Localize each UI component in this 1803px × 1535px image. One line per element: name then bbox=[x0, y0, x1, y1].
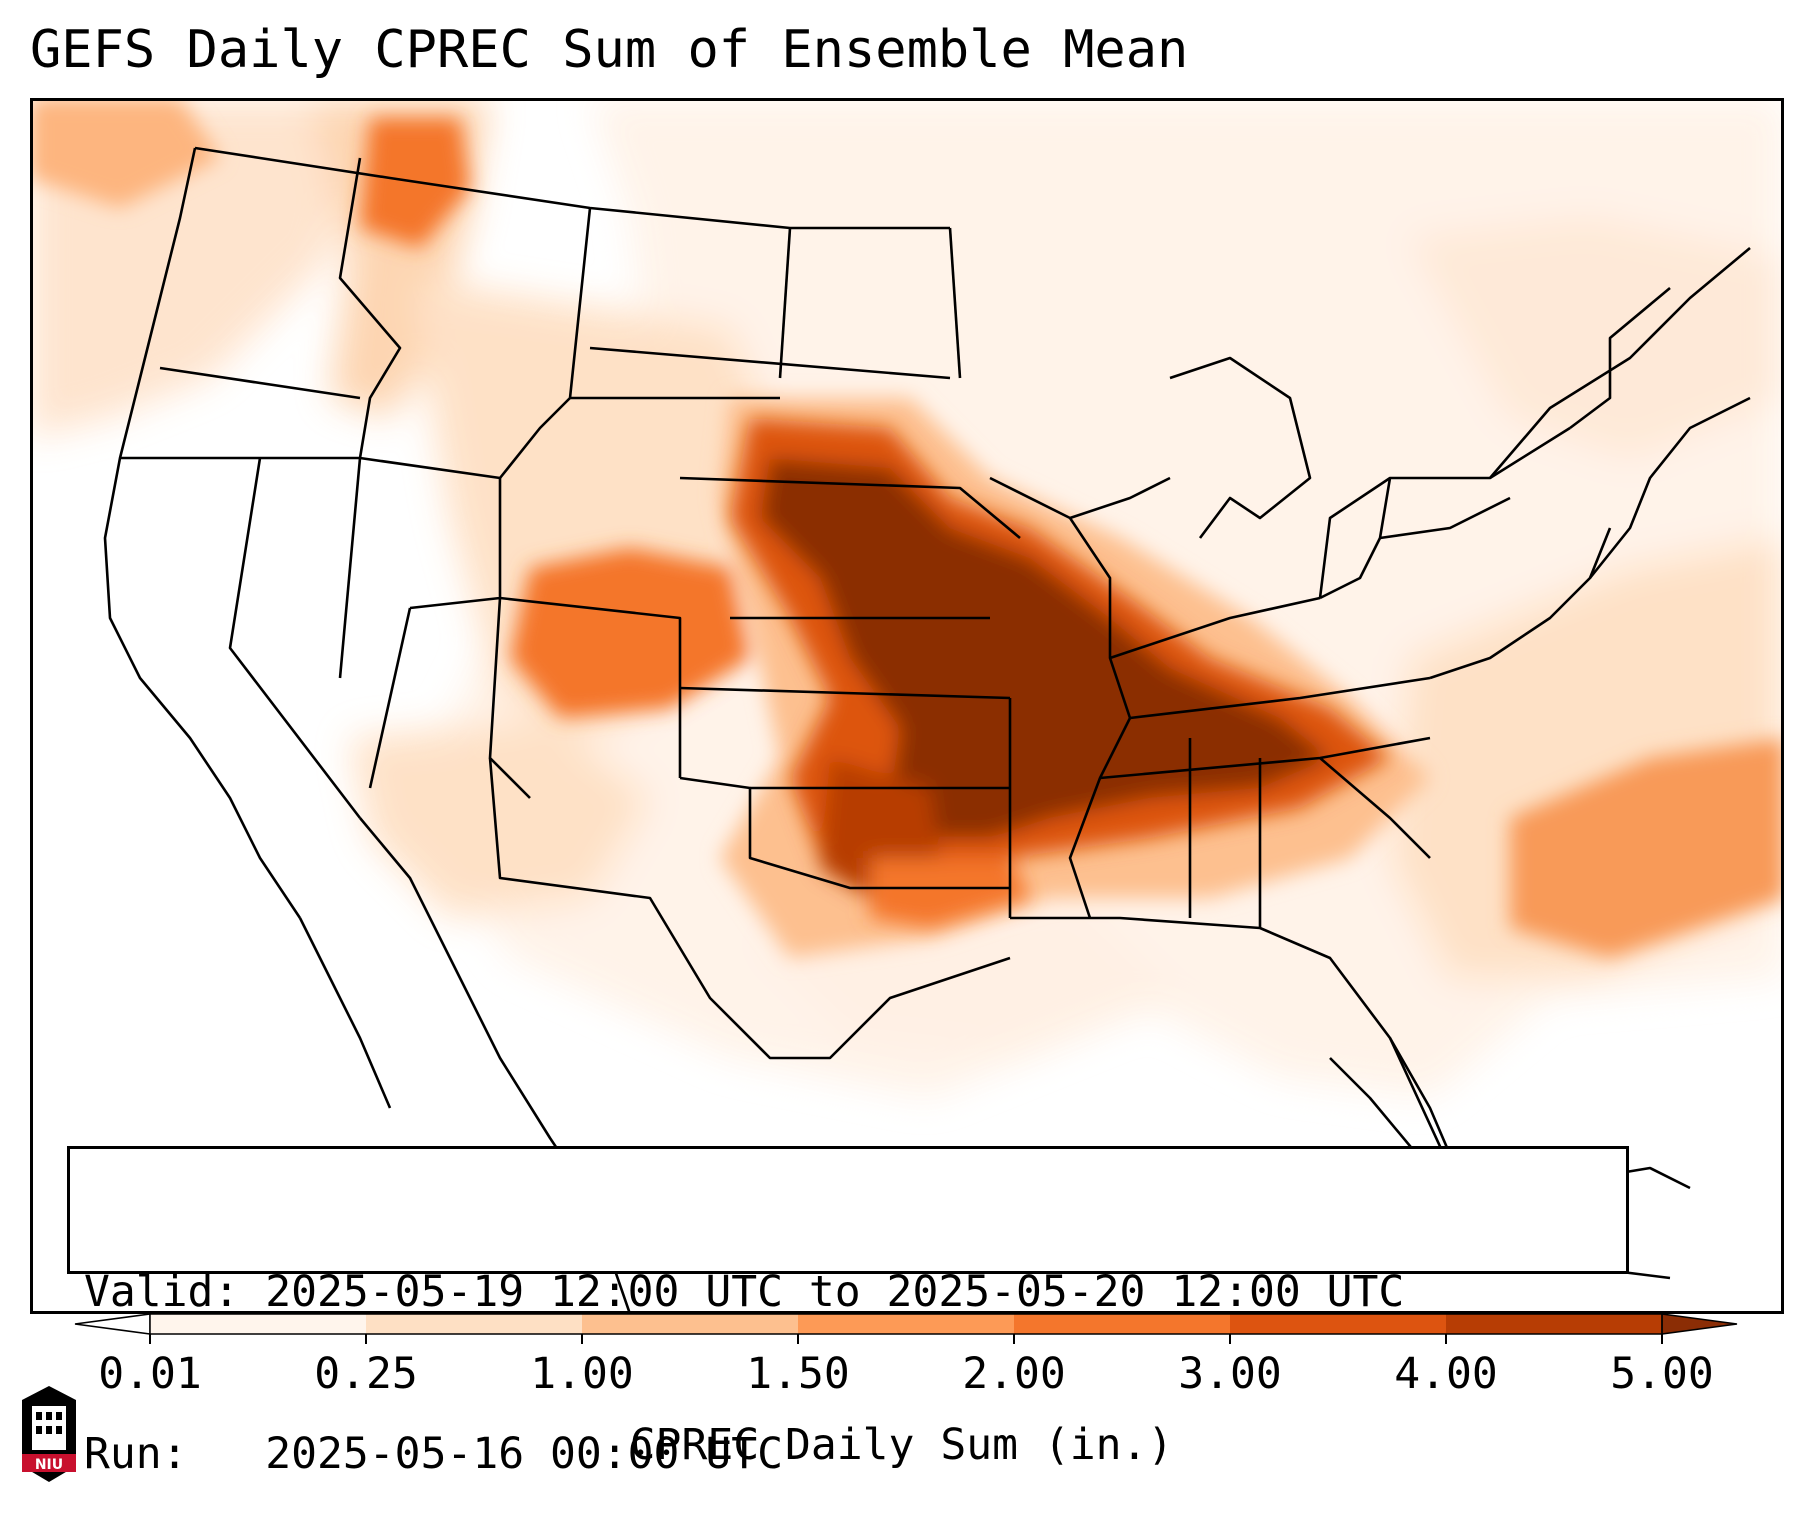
colorbar-over-arrow bbox=[1661, 1313, 1738, 1335]
colorbar-label: CPREC Daily Sum (in.) bbox=[629, 1420, 1174, 1470]
colorbar-tick-label: 0.25 bbox=[314, 1349, 418, 1399]
colorbar-tick-label: 5.00 bbox=[1610, 1349, 1714, 1399]
colorbar-segment bbox=[1014, 1314, 1231, 1334]
precip-field-heavy bbox=[730, 418, 1390, 928]
map-frame bbox=[30, 98, 1784, 1314]
colorbar-ticks: 0.01 0.25 1.00 1.50 2.00 3.00 4.00 5.00 bbox=[98, 1334, 1714, 1399]
precipitation-map bbox=[30, 98, 1784, 1314]
run-label: Run: bbox=[84, 1429, 188, 1479]
colorbar-tick-label: 1.00 bbox=[530, 1349, 634, 1399]
run-value: 2025-05-16 00:00 UTC bbox=[265, 1429, 783, 1479]
state-boundaries bbox=[103, 146, 1751, 1314]
colorbar-segment bbox=[798, 1314, 1015, 1334]
valid-label: Valid: bbox=[84, 1267, 240, 1317]
colorbar-tick-label: 2.00 bbox=[962, 1349, 1066, 1399]
colorbar-tick-label: 3.00 bbox=[1178, 1349, 1282, 1399]
colorbar-segment bbox=[1446, 1314, 1663, 1334]
colorbar-segment bbox=[150, 1314, 367, 1334]
colorbar-tick-label: 1.50 bbox=[746, 1349, 850, 1399]
colorbar-segment bbox=[582, 1314, 799, 1334]
valid-run-infobox: Valid: 2025-05-19 12:00 UTC to 2025-05-2… bbox=[67, 1146, 1629, 1479]
colorbar-segment bbox=[1230, 1314, 1447, 1334]
colorbar-tick-label: 0.01 bbox=[98, 1349, 202, 1399]
run-row: Run: 2025-05-16 00:00 UTC bbox=[84, 1427, 1612, 1481]
valid-row: Valid: 2025-05-19 12:00 UTC to 2025-05-2… bbox=[84, 1265, 1612, 1319]
valid-value: 2025-05-19 12:00 UTC to 2025-05-20 12:00… bbox=[265, 1267, 1405, 1317]
colorbar: 0.01 0.25 1.00 1.50 2.00 3.00 4.00 5.00 bbox=[74, 1313, 1738, 1399]
colorbar-segment bbox=[366, 1314, 583, 1334]
colorbar-segments bbox=[74, 1313, 1738, 1335]
niu-logo: NIU bbox=[22, 1386, 76, 1482]
logo-text: NIU bbox=[35, 1457, 63, 1473]
map-title: GEFS Daily CPREC Sum of Ensemble Mean bbox=[30, 20, 1189, 80]
colorbar-tick-label: 4.00 bbox=[1394, 1349, 1498, 1399]
colorbar-under-arrow bbox=[74, 1313, 151, 1335]
